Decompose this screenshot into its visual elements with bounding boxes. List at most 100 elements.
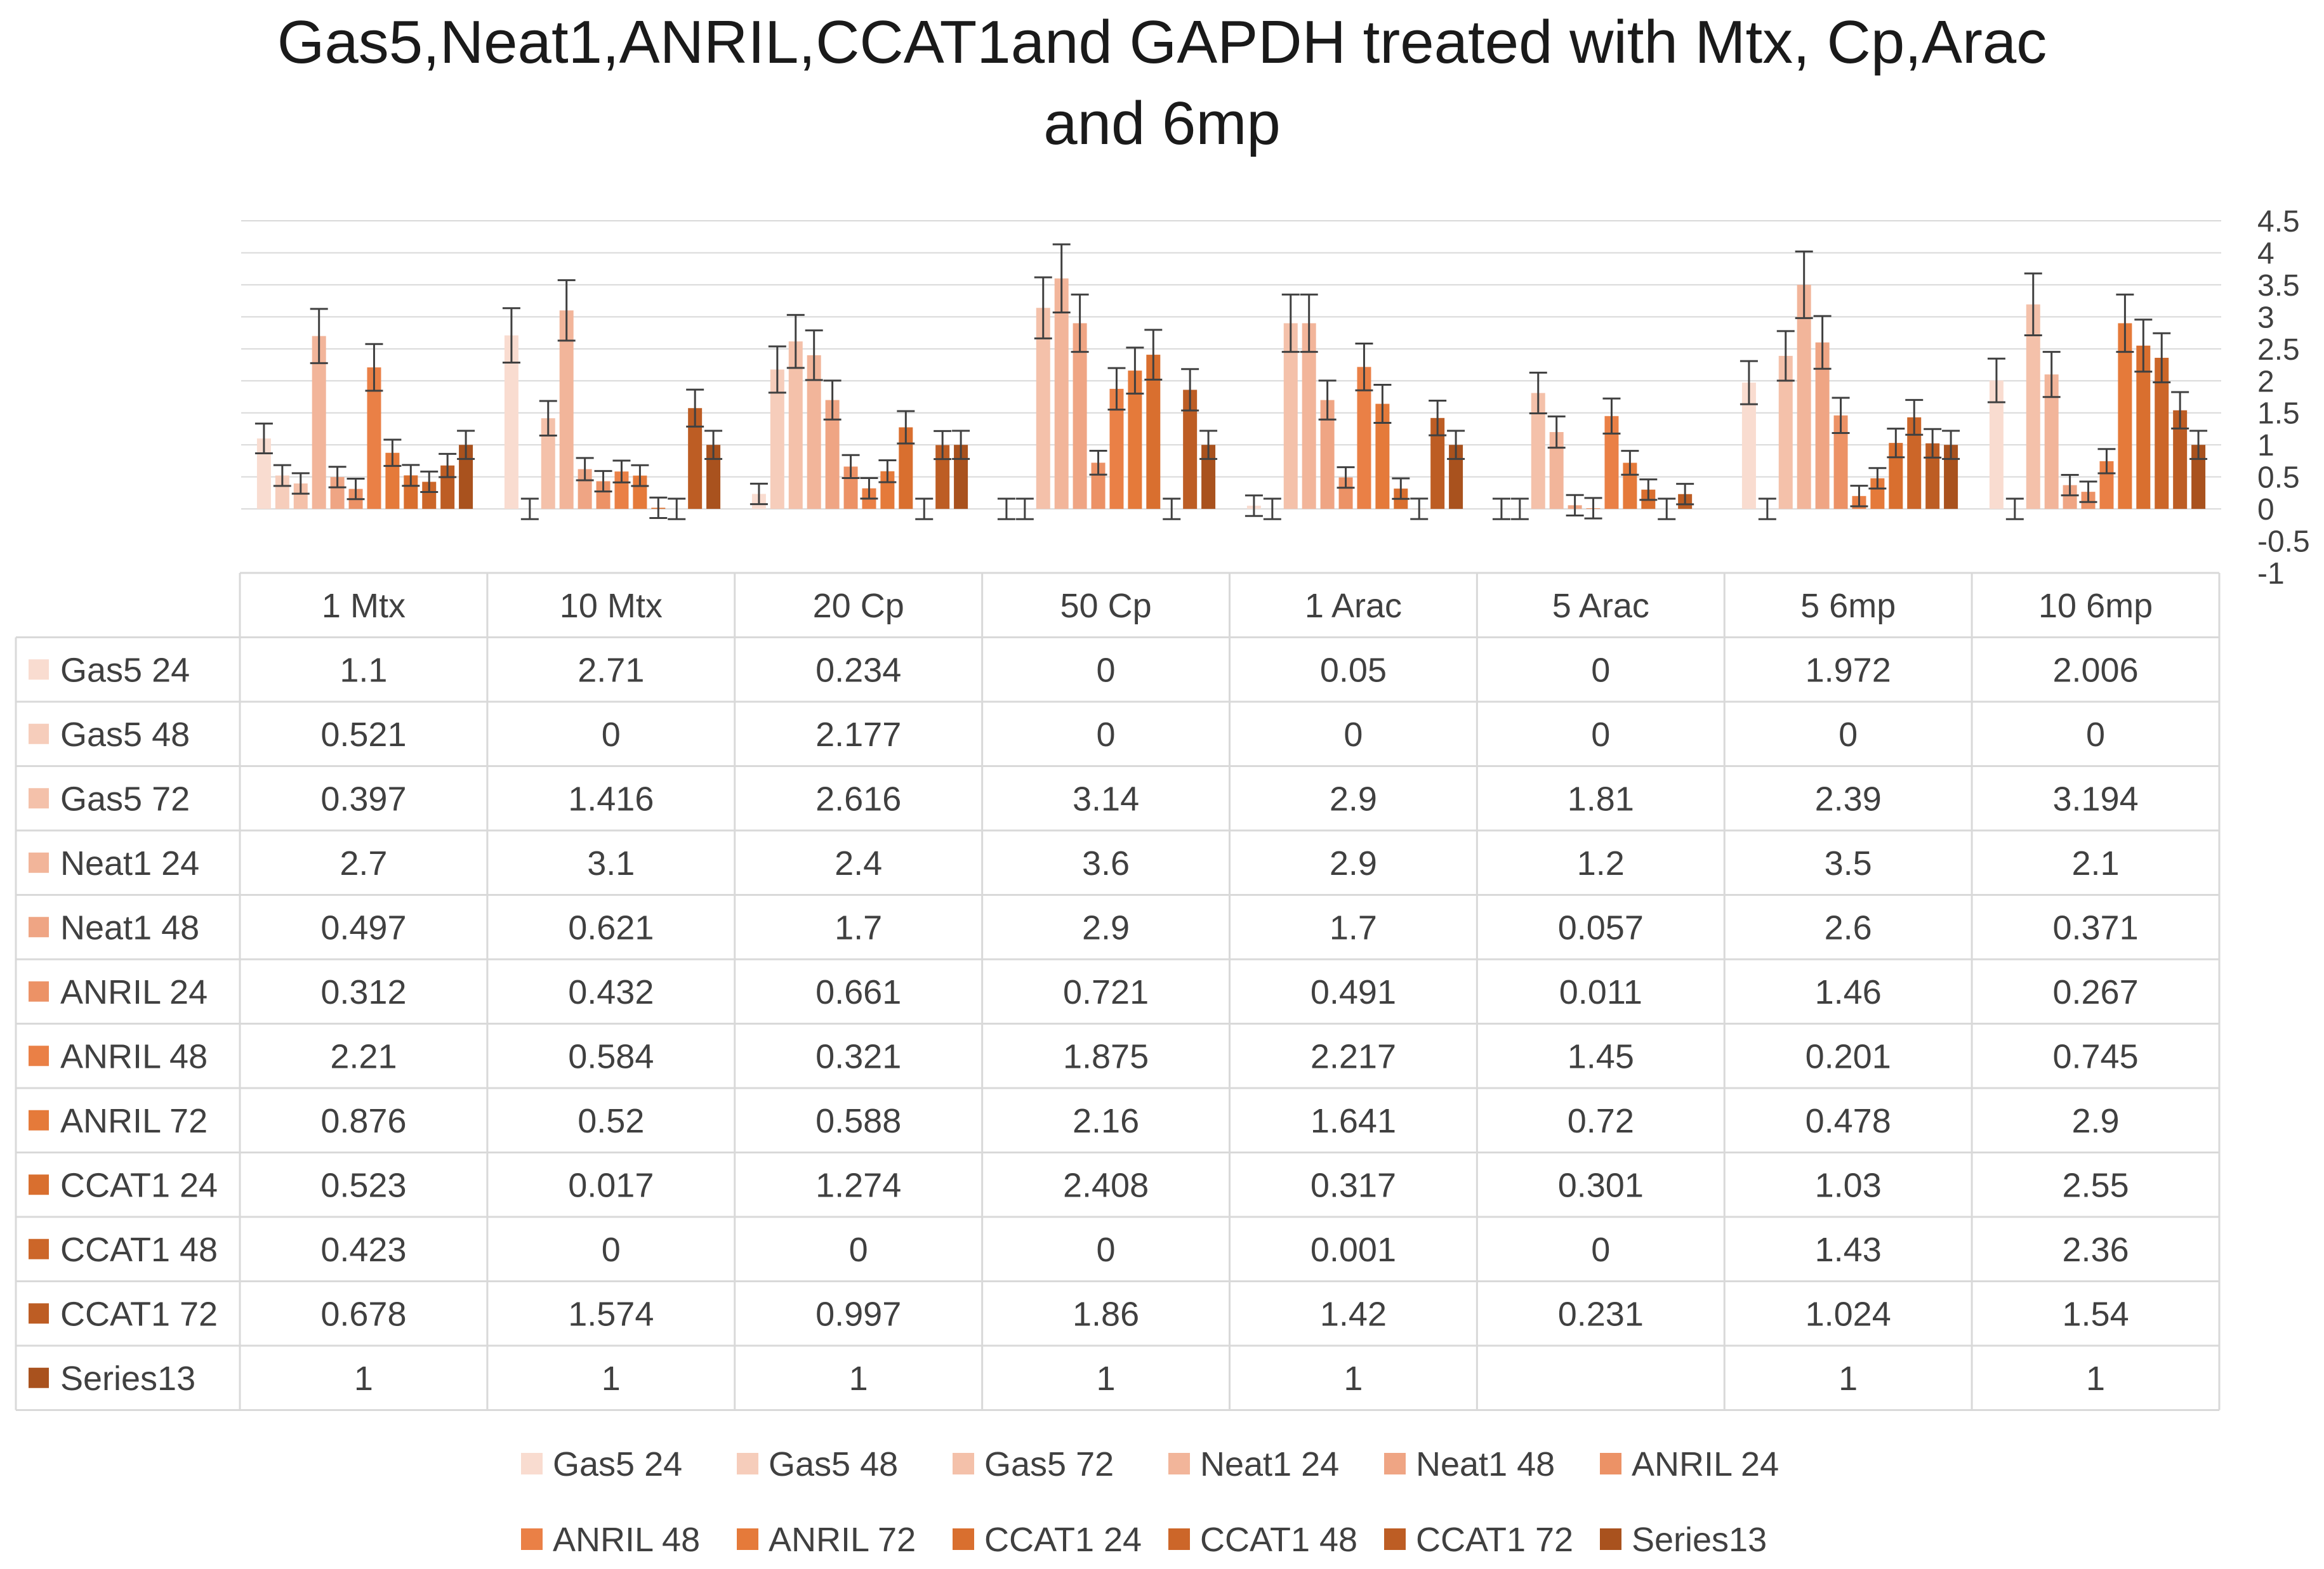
bar <box>1531 393 1545 509</box>
bar <box>1549 432 1564 509</box>
error-bar <box>1373 384 1392 424</box>
table-cell-value: 2.9 <box>2072 1102 2120 1140</box>
table-cell-value: 0 <box>602 1231 621 1269</box>
table-cell-value: 0.72 <box>1568 1102 1634 1140</box>
legend-label: CCAT1 48 <box>1200 1521 1357 1559</box>
table-cell-value: 1.03 <box>1815 1166 1882 1204</box>
bar <box>2173 410 2188 509</box>
error-bar <box>2116 293 2134 353</box>
table-series-name: ANRIL 24 <box>60 973 208 1011</box>
error-bar <box>1034 276 1052 339</box>
legend-swatch <box>1600 1528 1621 1550</box>
bar <box>367 367 381 509</box>
legend-label: CCAT1 72 <box>1416 1521 1573 1559</box>
x-category-label: 1 Mtx <box>322 587 406 625</box>
legend-swatch <box>521 1528 543 1550</box>
table-cell-value: 0 <box>602 716 621 754</box>
table-cell-value: 1.45 <box>1568 1037 1634 1075</box>
bar <box>2136 345 2151 509</box>
table-cell-value: 0.397 <box>320 780 406 818</box>
error-bar <box>1392 477 1410 500</box>
bar <box>1925 443 1940 509</box>
bar <box>312 336 326 509</box>
error-bar <box>1089 450 1107 476</box>
table-cell-value: 1 <box>602 1360 621 1398</box>
table-legend-key <box>29 659 49 680</box>
error-bar <box>768 345 786 394</box>
bar <box>633 475 647 509</box>
table-cell-value: 2.1 <box>2072 844 2120 883</box>
table-cell-value: 1 <box>1839 1360 1858 1398</box>
legend-label: Neat1 24 <box>1200 1445 1339 1483</box>
error-bar <box>402 464 420 487</box>
bar <box>770 369 784 509</box>
error-bar <box>823 379 842 421</box>
bar <box>504 335 518 509</box>
bar <box>899 427 913 509</box>
table-cell-value: 1.81 <box>1568 780 1634 818</box>
table-cell-value: 0.423 <box>320 1231 406 1269</box>
error-bar <box>878 459 897 483</box>
bar <box>688 408 703 509</box>
error-bar <box>2153 332 2171 384</box>
bar <box>541 418 555 509</box>
table-cell-value: 1 <box>2086 1360 2105 1398</box>
table-cell-value: 1.54 <box>2063 1295 2129 1333</box>
bar <box>706 445 721 509</box>
x-category-label: 10 6mp <box>2038 587 2153 625</box>
data-table: 1 Mtx 10 Mtx 20 Cp 50 Cp 1 Arac 5 Arac 5 6mp 10… <box>15 572 2221 1411</box>
error-bar <box>539 400 557 437</box>
table-cell-value: 1 <box>1344 1360 1363 1398</box>
legend-label: Gas5 24 <box>553 1445 682 1483</box>
legend-item: CCAT1 72 <box>1384 1521 1573 1559</box>
bar <box>1604 416 1619 509</box>
table-cell-value: 0.201 <box>1806 1037 1891 1075</box>
error-bar <box>310 308 328 364</box>
legend-label: ANRIL 72 <box>769 1521 916 1559</box>
error-bar <box>1510 497 1529 520</box>
error-bar <box>273 464 291 487</box>
table-cell-value: 2.55 <box>2063 1166 2129 1204</box>
error-bar <box>1144 329 1163 381</box>
bar <box>935 445 950 509</box>
error-bar <box>2042 351 2061 398</box>
legend-item: CCAT1 48 <box>1168 1521 1357 1559</box>
error-bar <box>1740 360 1758 405</box>
table-cell-value: 0 <box>1097 651 1116 689</box>
table-cell-value: 0.301 <box>1558 1166 1644 1204</box>
table-cell-value: 2.408 <box>1063 1166 1149 1204</box>
bar <box>596 481 611 509</box>
bar <box>825 400 840 509</box>
error-bar <box>805 329 823 381</box>
error-bar <box>2024 272 2042 337</box>
bar <box>1302 323 1316 509</box>
bar <box>1128 371 1142 509</box>
bar <box>1073 323 1087 509</box>
error-bar <box>1942 430 1960 460</box>
bar <box>1183 390 1198 509</box>
y-tick-label: 2.5 <box>2257 333 2300 367</box>
bar <box>1283 323 1298 509</box>
bar <box>404 475 418 509</box>
table-cell-value: 0.678 <box>320 1295 406 1333</box>
error-bar <box>1126 346 1144 395</box>
table-cell-value: 2.616 <box>815 780 901 818</box>
table-cell-value: 0 <box>1591 1231 1610 1269</box>
chart-title-line-2: and 6mp <box>1043 89 1281 157</box>
error-bar <box>1676 483 1694 506</box>
legend-item: ANRIL 72 <box>737 1521 916 1559</box>
error-bar <box>952 430 970 460</box>
table-series-name: Series13 <box>60 1360 195 1398</box>
error-bar <box>631 464 649 487</box>
y-tick-label: 0.5 <box>2257 461 2300 495</box>
y-tick-label: 4 <box>2257 237 2274 270</box>
table-cell-value: 2.9 <box>1082 909 1130 947</box>
error-bar <box>1776 330 1795 382</box>
table-legend-key <box>29 1238 49 1259</box>
error-bar <box>457 430 475 460</box>
error-bar <box>2005 497 2024 520</box>
x-category-label: 20 Cp <box>813 587 904 625</box>
legend-swatch <box>953 1453 974 1474</box>
error-bar <box>2134 318 2153 373</box>
y-axis: 4.543.532.521.510.50-0.5-1 <box>2257 205 2310 591</box>
